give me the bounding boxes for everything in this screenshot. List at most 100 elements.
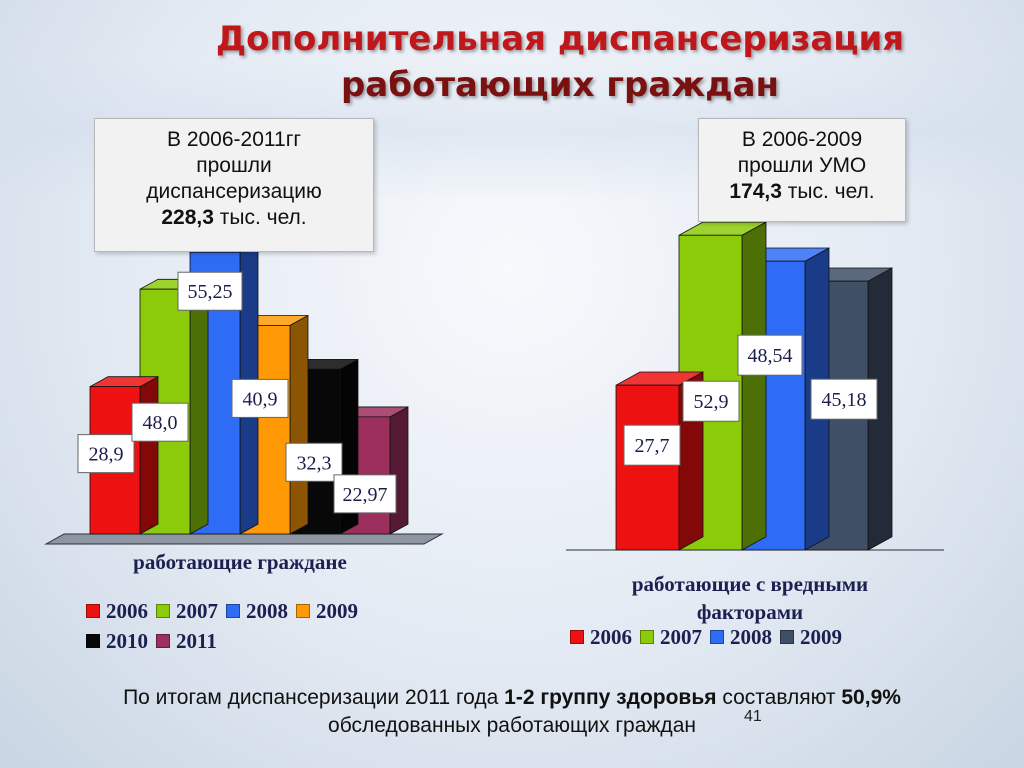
- data-label-box-2007: [682, 380, 740, 422]
- info-box-right-line2: прошли УМО: [737, 154, 867, 177]
- right-legend: 2006 2007 2008 2009: [570, 622, 950, 652]
- data-label-2010: 32,3: [285, 442, 343, 482]
- data-label-2007: 48,0: [131, 402, 189, 442]
- bar-2006-front: [615, 384, 680, 551]
- right-category-label-line1: работающие с вредными: [631, 572, 869, 596]
- data-label-2006: 27,7: [623, 424, 681, 466]
- data-label-box-2010: [285, 442, 343, 482]
- data-label-box-2006: [77, 434, 135, 474]
- left-chart: 28,9 48,0 55,25 40,9 32,3 22,97: [44, 241, 444, 545]
- page-number: 41: [744, 708, 762, 725]
- data-label-2008: 55,25: [177, 271, 243, 311]
- right-legend-swatch-2008: [710, 630, 724, 644]
- data-label-text-2006: 28,9: [89, 444, 124, 466]
- page-title: Дополнительная диспансеризация работающи…: [130, 16, 990, 108]
- footer-summary: По итогам диспансеризации 2011 года 1-2 …: [20, 684, 1004, 740]
- data-label-2011: 22,97: [333, 474, 397, 514]
- data-label-box-2011: [333, 474, 397, 514]
- data-label-box-2006: [623, 424, 681, 466]
- legend-swatch-2011: [156, 634, 170, 648]
- right-legend-item-2008: 2008: [710, 625, 772, 650]
- right-legend-item-2007: 2007: [640, 625, 702, 650]
- title-line-2: работающих граждан: [340, 65, 780, 105]
- info-box-right: В 2006-2009 прошли УМО 174,3 тыс. чел.: [698, 118, 906, 222]
- legend-label-2011: 2011: [176, 628, 217, 653]
- chart-floor: [44, 533, 444, 545]
- bar-2011-side: [389, 406, 409, 535]
- right-chart: 27,7 52,9 48,54 45,18: [566, 221, 944, 551]
- legend-swatch-2006: [86, 604, 100, 618]
- footer-line-1: По итогам диспансеризации 2011 года 1-2 …: [20, 684, 1004, 712]
- info-box-right-total: 174,3 тыс. чел.: [699, 179, 905, 205]
- bar-2007-side: [741, 221, 767, 551]
- data-label-box-2008: [177, 271, 243, 311]
- right-legend-label-2006: 2006: [590, 624, 632, 649]
- footer-text-2: составляют: [716, 686, 842, 709]
- legend-swatch-2007: [156, 604, 170, 618]
- data-label-text-2008: 55,25: [188, 281, 233, 303]
- right-legend-row: 2006 2007 2008 2009: [570, 622, 950, 652]
- bar-2007-side: [189, 278, 209, 535]
- left-legend-row-2: 2010 2011: [86, 626, 426, 656]
- info-box-right-unit: тыс. чел.: [781, 180, 875, 203]
- right-legend-swatch-2009: [780, 630, 794, 644]
- footer-health-group: 1-2 группу здоровья: [504, 686, 717, 709]
- data-label-box-2007: [131, 402, 189, 442]
- data-label-box-2008: [737, 334, 803, 376]
- legend-label-2006: 2006: [106, 598, 148, 623]
- info-box-left: В 2006-2011гг прошли диспансеризацию 228…: [94, 118, 374, 252]
- legend-label-2010: 2010: [106, 628, 148, 653]
- footer-percent: 50,9%: [841, 686, 901, 709]
- bar-2009-side: [289, 314, 309, 535]
- data-label-text-2007: 48,0: [143, 412, 178, 434]
- info-box-left-line2: прошли: [196, 154, 272, 177]
- legend-swatch-2008: [226, 604, 240, 618]
- legend-item-2010: 2010: [86, 629, 148, 654]
- legend-item-2011: 2011: [156, 629, 217, 654]
- footer-line-2: обследованных работающих граждан: [328, 714, 696, 737]
- data-label-2009: 45,18: [810, 378, 878, 420]
- right-legend-swatch-2007: [640, 630, 654, 644]
- info-box-right-line1: В 2006-2009: [741, 128, 863, 151]
- info-box-left-line1: В 2006-2011гг: [166, 128, 302, 151]
- data-label-text-2009: 40,9: [243, 388, 278, 410]
- left-category-label: работающие граждане: [133, 550, 347, 574]
- legend-swatch-2010: [86, 634, 100, 648]
- left-legend: 2006 2007 2008 2009 2010 2011: [86, 596, 426, 656]
- right-legend-swatch-2006: [570, 630, 584, 644]
- data-label-text-2007: 52,9: [694, 391, 729, 413]
- info-box-left-value: 228,3: [161, 206, 214, 229]
- left-legend-row-1: 2006 2007 2008 2009: [86, 596, 426, 626]
- info-box-left-unit: тыс. чел.: [213, 206, 307, 229]
- legend-label-2007: 2007: [176, 598, 218, 623]
- right-legend-label-2007: 2007: [660, 624, 702, 649]
- data-label-2007: 52,9: [682, 380, 740, 422]
- data-label-2006: 28,9: [77, 434, 135, 474]
- legend-label-2008: 2008: [246, 598, 288, 623]
- data-label-text-2006: 27,7: [635, 435, 670, 457]
- legend-swatch-2009: [296, 604, 310, 618]
- info-box-left-total: 228,3 тыс. чел.: [95, 205, 373, 231]
- right-legend-item-2009: 2009: [780, 625, 842, 650]
- data-label-2008: 48,54: [737, 334, 803, 376]
- legend-item-2006: 2006: [86, 599, 148, 624]
- right-category-label: работающие с вредными факторами: [560, 570, 940, 626]
- info-box-right-value: 174,3: [729, 180, 782, 203]
- title-line-1: Дополнительная диспансеризация: [215, 19, 905, 59]
- legend-item-2007: 2007: [156, 599, 218, 624]
- data-label-text-2011: 22,97: [343, 484, 388, 506]
- right-legend-label-2008: 2008: [730, 624, 772, 649]
- legend-item-2009: 2009: [296, 599, 358, 624]
- data-label-box-2009: [231, 378, 289, 418]
- right-legend-label-2009: 2009: [800, 624, 842, 649]
- right-legend-item-2006: 2006: [570, 625, 632, 650]
- data-label-text-2009: 45,18: [822, 389, 867, 411]
- legend-item-2008: 2008: [226, 599, 288, 624]
- footer-text-1: По итогам диспансеризации 2011 года: [123, 686, 505, 709]
- data-label-2009: 40,9: [231, 378, 289, 418]
- legend-label-2009: 2009: [316, 598, 358, 623]
- data-label-text-2010: 32,3: [297, 452, 332, 474]
- data-label-box-2009: [810, 378, 878, 420]
- data-label-text-2008: 48,54: [748, 345, 793, 367]
